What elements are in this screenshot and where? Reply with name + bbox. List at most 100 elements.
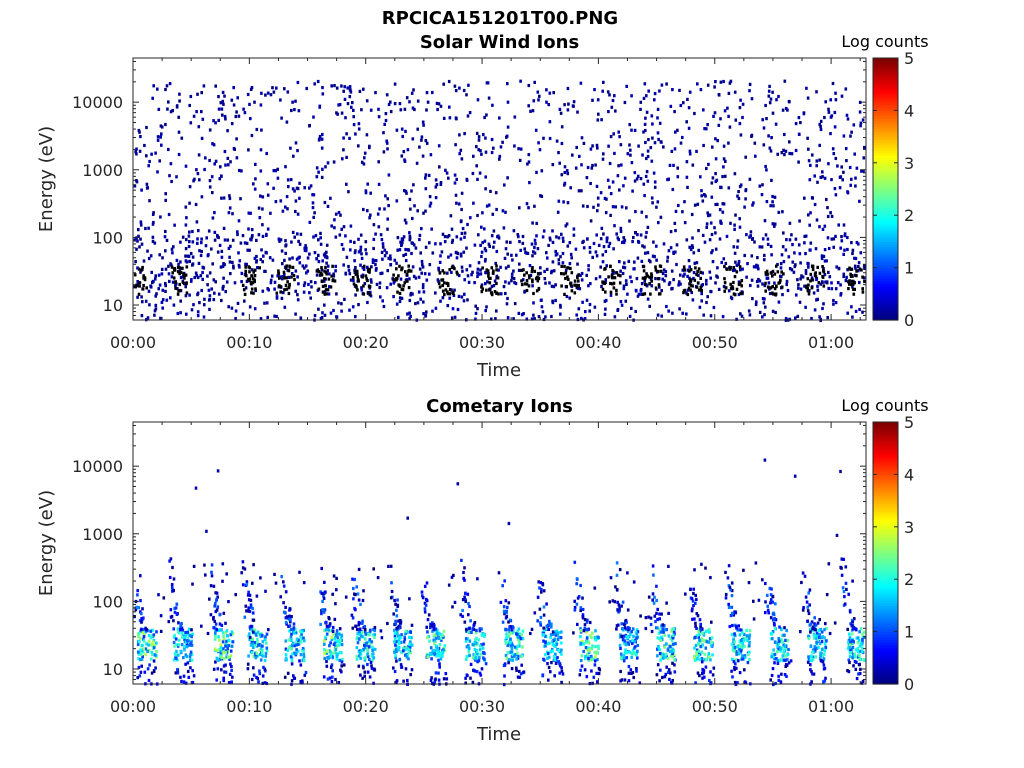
burst-cell: [556, 632, 560, 636]
data-cell: [510, 253, 513, 257]
burst-cell: [579, 627, 582, 631]
band-cell: [357, 278, 360, 282]
colorbar-segment: [873, 76, 898, 80]
data-cell: [846, 117, 850, 121]
burst-cell: [442, 635, 445, 639]
burst-cell: [140, 657, 144, 661]
burst-cell: [544, 653, 547, 657]
data-cell: [477, 148, 480, 152]
data-cell: [849, 134, 852, 138]
tail-cell: [390, 581, 393, 585]
data-cell: [328, 272, 331, 276]
band-cell: [619, 274, 622, 278]
data-cell: [291, 187, 295, 191]
data-cell: [755, 279, 759, 284]
data-cell: [473, 281, 476, 285]
data-cell: [259, 148, 263, 152]
data-cell: [185, 216, 188, 220]
burst-cell: [138, 674, 142, 678]
burst-cell: [430, 676, 433, 680]
burst-cell: [546, 642, 549, 646]
burst-cell: [436, 635, 439, 639]
data-cell: [362, 207, 365, 212]
burst-cell: [230, 664, 233, 669]
burst-cell: [739, 648, 743, 652]
band-cell: [143, 278, 147, 282]
data-cell: [253, 307, 257, 311]
data-cell: [207, 288, 211, 292]
burst-cell: [143, 670, 147, 674]
data-cell: [645, 215, 648, 219]
data-cell: [472, 201, 475, 205]
band-cell: [351, 276, 355, 280]
data-cell: [164, 249, 167, 253]
data-cell: [154, 307, 158, 311]
band-cell: [650, 279, 653, 283]
band-cell: [577, 283, 580, 288]
figure-title: RPCICA151201T00.PNG: [382, 8, 618, 29]
data-cell: [554, 298, 557, 303]
burst-cell: [473, 669, 477, 673]
band-cell: [646, 274, 649, 278]
data-cell: [287, 185, 290, 189]
data-cell: [710, 195, 714, 199]
band-cell: [849, 267, 852, 271]
data-cell: [177, 152, 181, 157]
burst-cell: [392, 666, 395, 670]
data-cell: [425, 91, 429, 95]
burst-cell: [658, 652, 662, 656]
data-cell: [450, 316, 454, 320]
data-cell: [717, 287, 721, 291]
data-cell: [465, 246, 468, 250]
data-cell: [770, 253, 773, 257]
data-cell: [741, 102, 745, 106]
data-cell: [621, 240, 624, 244]
data-cell: [722, 257, 726, 261]
burst-cell: [631, 648, 635, 652]
burst-cell: [253, 641, 256, 645]
burst-cell: [265, 646, 269, 650]
data-cell: [419, 297, 422, 301]
tail-cell: [576, 622, 579, 626]
burst-cell: [141, 650, 145, 654]
data-cell: [555, 139, 559, 143]
burst-cell: [265, 641, 268, 645]
band-cell: [324, 288, 328, 292]
data-cell: [195, 110, 198, 114]
band-cell: [615, 292, 618, 296]
data-cell: [216, 250, 220, 254]
data-cell: [644, 251, 647, 255]
burst-cell: [400, 650, 404, 655]
data-cell: [484, 175, 487, 179]
burst-cell: [558, 671, 561, 675]
data-cell: [504, 280, 507, 284]
burst-cell: [697, 630, 700, 634]
data-cell: [720, 260, 723, 265]
burst-cell: [403, 637, 407, 641]
data-cell: [618, 135, 621, 139]
burst-cell: [518, 635, 522, 639]
data-cell: [475, 145, 478, 149]
data-cell: [442, 82, 445, 86]
band-cell: [601, 287, 605, 291]
data-cell: [428, 272, 431, 276]
data-cell: [370, 280, 373, 284]
data-cell: [858, 110, 862, 114]
burst-cell: [695, 652, 699, 656]
data-cell: [819, 127, 823, 132]
tail-cell: [585, 620, 589, 624]
burst-cell: [182, 656, 185, 660]
data-cell: [139, 237, 142, 241]
data-cell: [178, 269, 181, 274]
data-cell: [395, 261, 398, 265]
data-cell: [734, 118, 738, 122]
data-cell: [533, 238, 537, 242]
burst-cell: [176, 627, 180, 631]
data-cell: [375, 267, 378, 271]
band-cell: [406, 279, 409, 283]
burst-cell: [302, 636, 305, 640]
data-cell: [378, 285, 381, 290]
burst-cell: [322, 675, 326, 679]
burst-cell: [333, 641, 337, 645]
data-cell: [767, 287, 771, 291]
